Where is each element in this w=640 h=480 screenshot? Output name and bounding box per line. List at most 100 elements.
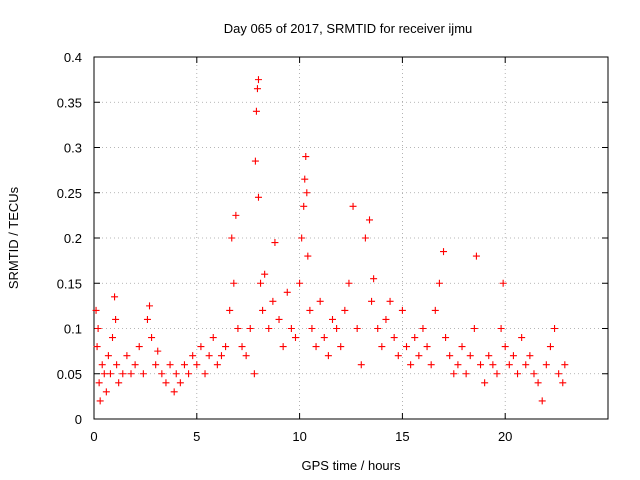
- data-points: [92, 76, 569, 405]
- x-axis-title: GPS time / hours: [302, 458, 401, 473]
- data-point-plus: [226, 306, 234, 314]
- data-point-plus: [454, 361, 462, 369]
- data-point-plus: [253, 85, 261, 93]
- data-point-plus: [514, 370, 522, 378]
- y-tick-label: 0.1: [64, 322, 82, 337]
- data-point-plus: [228, 234, 236, 242]
- data-point-plus: [561, 361, 569, 369]
- data-point-plus: [333, 325, 341, 332]
- data-point-plus: [135, 343, 143, 351]
- data-point-plus: [407, 361, 415, 369]
- data-point-plus: [518, 334, 526, 342]
- data-point-plus: [154, 347, 162, 355]
- data-point-plus: [446, 352, 454, 360]
- data-point-plus: [261, 270, 269, 278]
- data-point-plus: [462, 370, 470, 378]
- data-point-plus: [509, 352, 517, 360]
- data-point-plus: [328, 315, 336, 323]
- data-point-plus: [94, 325, 102, 332]
- data-point-plus: [109, 334, 117, 342]
- data-point-plus: [102, 388, 110, 396]
- data-point-plus: [394, 352, 402, 360]
- data-point-plus: [230, 279, 238, 287]
- data-point-plus: [209, 334, 217, 342]
- x-tick-label: 20: [498, 429, 512, 444]
- data-point-plus: [104, 352, 112, 360]
- data-point-plus: [139, 370, 147, 378]
- x-tick-label: 0: [90, 429, 97, 444]
- data-point-plus: [205, 352, 213, 360]
- data-point-plus: [112, 315, 120, 323]
- data-point-plus: [542, 361, 550, 369]
- data-point-plus: [493, 370, 501, 378]
- data-point-plus: [466, 352, 474, 360]
- data-point-plus: [341, 306, 349, 314]
- data-point-plus: [254, 193, 262, 201]
- data-point-plus: [378, 343, 386, 351]
- data-point-plus: [193, 361, 201, 369]
- data-point-plus: [275, 315, 283, 323]
- data-point-plus: [152, 361, 160, 369]
- y-tick-label: 0.3: [64, 141, 82, 156]
- data-point-plus: [162, 379, 170, 387]
- data-point-plus: [265, 325, 273, 332]
- data-point-plus: [440, 248, 448, 256]
- data-point-plus: [283, 288, 291, 296]
- data-point-plus: [259, 306, 267, 314]
- data-point-plus: [143, 315, 151, 323]
- data-point-plus: [337, 343, 345, 351]
- data-point-plus: [279, 343, 287, 351]
- data-point-plus: [522, 361, 530, 369]
- data-point-plus: [98, 361, 106, 369]
- data-point-plus: [442, 334, 450, 342]
- data-point-plus: [324, 352, 332, 360]
- data-point-plus: [481, 379, 489, 387]
- data-point-plus: [316, 297, 324, 305]
- data-point-plus: [458, 343, 466, 351]
- data-point-plus: [95, 379, 103, 387]
- data-point-plus: [472, 252, 480, 260]
- data-point-plus: [370, 275, 378, 283]
- data-point-plus: [257, 279, 265, 287]
- data-point-plus: [497, 325, 505, 332]
- data-point-plus: [308, 325, 316, 332]
- grid-lines: [94, 57, 608, 419]
- data-point-plus: [390, 334, 398, 342]
- data-point-plus: [271, 239, 279, 247]
- y-tick-label: 0.4: [64, 50, 82, 65]
- data-point-plus: [534, 379, 542, 387]
- data-point-plus: [302, 153, 310, 161]
- data-point-plus: [349, 202, 357, 210]
- data-point-plus: [303, 189, 311, 197]
- data-point-plus: [158, 370, 166, 378]
- data-point-plus: [382, 315, 390, 323]
- data-point-plus: [403, 343, 411, 351]
- data-point-plus: [485, 352, 493, 360]
- data-point-plus: [368, 297, 376, 305]
- data-point-plus: [423, 343, 431, 351]
- data-point-plus: [246, 325, 254, 332]
- y-tick-label: 0.05: [57, 367, 82, 382]
- data-point-plus: [291, 334, 299, 342]
- y-axis-title: SRMTID / TECUs: [6, 186, 21, 289]
- x-tick-label: 15: [395, 429, 409, 444]
- data-point-plus: [450, 370, 458, 378]
- data-point-plus: [304, 252, 312, 260]
- data-point-plus: [217, 352, 225, 360]
- data-point-plus: [345, 279, 353, 287]
- data-point-plus: [427, 361, 435, 369]
- data-point-plus: [530, 370, 538, 378]
- axis-tick-labels: 0 0.05 0.1 0.15 0.2 0.25 0.3 0.35 0.4 0 5 10 15 20: [57, 50, 513, 444]
- data-point-plus: [189, 352, 197, 360]
- data-point-plus: [100, 370, 108, 378]
- data-point-plus: [300, 202, 308, 210]
- data-point-plus: [366, 216, 374, 224]
- data-point-plus: [501, 343, 509, 351]
- data-point-plus: [306, 306, 314, 314]
- data-point-plus: [232, 211, 240, 219]
- data-point-plus: [419, 325, 427, 332]
- data-point-plus: [166, 361, 174, 369]
- data-point-plus: [119, 370, 127, 378]
- data-point-plus: [353, 325, 361, 332]
